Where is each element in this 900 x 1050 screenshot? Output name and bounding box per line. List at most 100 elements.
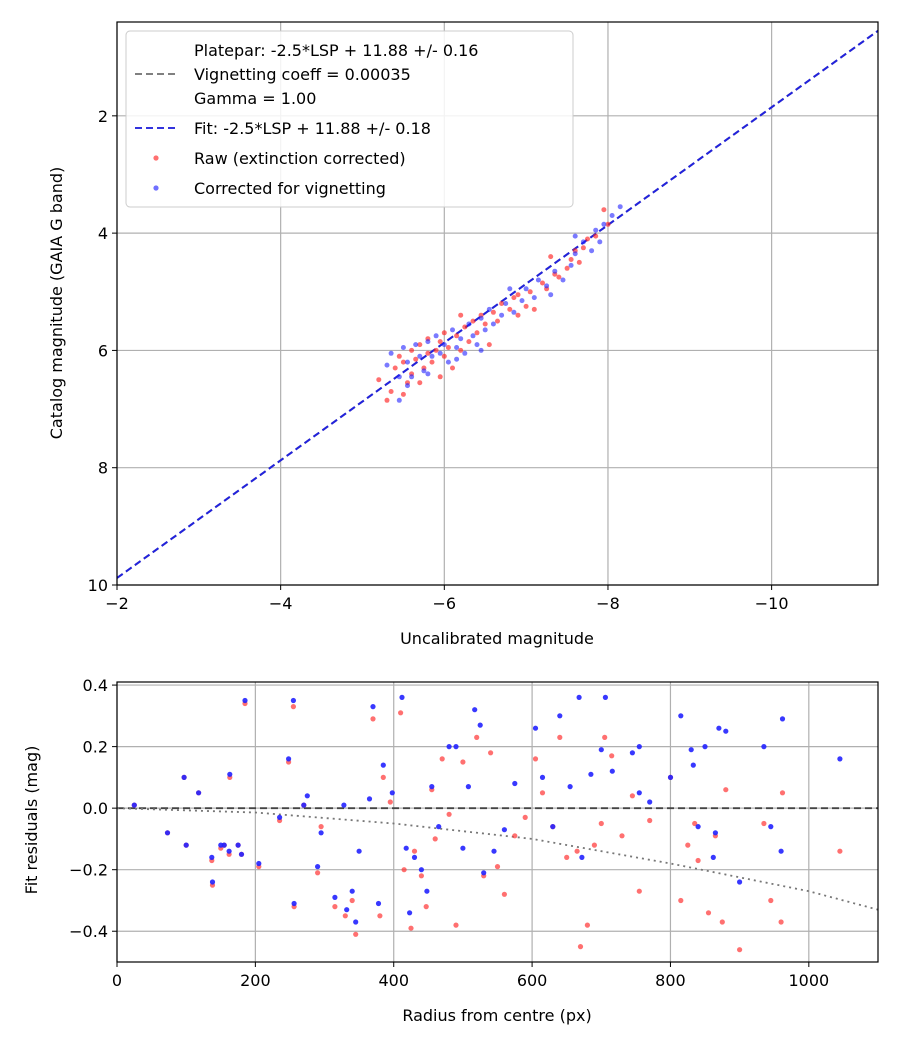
data-point-raw xyxy=(460,759,466,765)
data-point-corrected xyxy=(544,283,550,289)
data-point-corrected xyxy=(512,780,518,787)
data-point-corrected xyxy=(429,784,435,790)
data-point-corrected xyxy=(454,356,460,362)
data-point-corrected xyxy=(712,830,719,836)
data-point-corrected xyxy=(601,221,607,227)
data-point-raw xyxy=(432,836,438,842)
data-point-corrected xyxy=(226,848,232,854)
data-point-corrected xyxy=(399,694,405,701)
data-point-raw xyxy=(629,793,636,799)
data-point-raw xyxy=(413,356,419,362)
data-point-raw xyxy=(349,897,355,904)
data-point-corrected xyxy=(291,900,297,907)
data-point-raw xyxy=(685,842,691,848)
data-point-corrected xyxy=(349,888,355,894)
data-point-corrected xyxy=(450,327,455,333)
data-point-corrected xyxy=(164,830,171,836)
data-point-corrected xyxy=(209,879,216,885)
data-point-raw xyxy=(499,301,505,306)
data-point-corrected xyxy=(716,725,722,731)
data-point-corrected xyxy=(318,830,324,836)
data-point-raw xyxy=(647,817,653,824)
data-point-raw xyxy=(450,365,455,371)
top-plot-frame xyxy=(116,21,879,586)
data-point-raw xyxy=(761,820,767,827)
data-point-raw xyxy=(384,397,390,403)
series-line-fit xyxy=(117,29,878,579)
data-point-corrected xyxy=(227,771,233,777)
data-point-raw xyxy=(837,848,843,854)
data-point-raw xyxy=(417,380,423,386)
data-point-raw xyxy=(584,922,591,928)
data-point-corrected xyxy=(588,771,594,777)
data-point-raw xyxy=(556,274,562,280)
data-point-corrected xyxy=(375,900,382,907)
data-point-corrected xyxy=(380,762,386,768)
data-point-corrected xyxy=(460,845,466,851)
data-point-corrected xyxy=(598,747,604,753)
data-point-corrected xyxy=(396,397,402,403)
data-point-corrected xyxy=(366,796,373,802)
data-point-corrected xyxy=(647,799,653,805)
data-point-raw xyxy=(387,799,393,805)
x-tick-label: 800 xyxy=(655,971,686,990)
data-point-corrected xyxy=(678,713,684,719)
data-point-corrected xyxy=(609,768,615,774)
data-point-raw xyxy=(779,790,786,796)
legend-platepar-label-line2: Vignetting coeff = 0.00035 xyxy=(194,65,411,84)
data-point-raw xyxy=(482,321,488,327)
y-tick-label: 10 xyxy=(88,576,108,595)
data-point-raw xyxy=(466,339,472,345)
data-point-corrected xyxy=(396,374,402,380)
data-point-raw xyxy=(376,377,382,383)
legend-corrected-swatch xyxy=(153,185,159,191)
data-point-corrected xyxy=(256,860,262,867)
data-point-raw xyxy=(601,207,607,213)
bottom-chart-panel: 0 200 400 600 800 1000 −0.4 −0.2 0.0 0.2 0.4 Radi… xyxy=(22,676,879,1025)
data-point-raw xyxy=(454,333,460,339)
data-point-raw xyxy=(515,312,521,318)
data-point-raw xyxy=(392,365,398,371)
data-point-corrected xyxy=(636,790,642,796)
data-point-corrected xyxy=(531,295,537,301)
data-point-raw xyxy=(512,833,518,839)
data-point-raw xyxy=(719,919,725,925)
data-point-corrected xyxy=(477,722,483,728)
data-point-corrected xyxy=(453,744,459,750)
data-point-corrected xyxy=(779,716,786,722)
data-point-corrected xyxy=(424,888,430,894)
legend: Platepar: -2.5*LSP + 11.88 +/- 0.16 Vign… xyxy=(125,30,574,208)
data-point-raw xyxy=(417,342,423,348)
y-tick-label: 6 xyxy=(98,341,108,360)
data-point-corrected xyxy=(629,750,636,756)
data-point-raw xyxy=(591,842,598,848)
x-tick-label: −2 xyxy=(105,594,129,613)
data-point-corrected xyxy=(436,824,442,830)
data-point-corrected xyxy=(425,339,431,345)
data-point-raw xyxy=(290,704,296,710)
y-tick-label: 4 xyxy=(98,224,108,243)
data-point-raw xyxy=(423,904,429,910)
data-point-raw xyxy=(598,820,604,827)
data-point-raw xyxy=(585,236,590,242)
data-point-raw xyxy=(692,820,698,827)
data-point-corrected xyxy=(238,851,245,857)
data-point-corrected xyxy=(503,301,509,306)
data-point-corrected xyxy=(344,907,350,913)
data-point-corrected xyxy=(466,321,472,327)
data-point-corrected xyxy=(702,744,708,750)
y-tick-label: 8 xyxy=(98,459,108,478)
data-point-corrected xyxy=(723,728,729,734)
data-point-raw xyxy=(377,913,383,919)
data-point-corrected xyxy=(290,697,296,704)
data-point-corrected xyxy=(602,694,609,701)
data-point-raw xyxy=(527,289,533,295)
data-point-corrected xyxy=(421,368,427,374)
data-point-raw xyxy=(441,353,447,359)
data-point-corrected xyxy=(568,262,574,268)
data-point-raw xyxy=(380,774,386,781)
bottom-reference-lines xyxy=(117,807,878,911)
data-point-corrected xyxy=(433,333,439,339)
data-point-corrected xyxy=(501,827,507,833)
data-point-raw xyxy=(723,787,729,793)
